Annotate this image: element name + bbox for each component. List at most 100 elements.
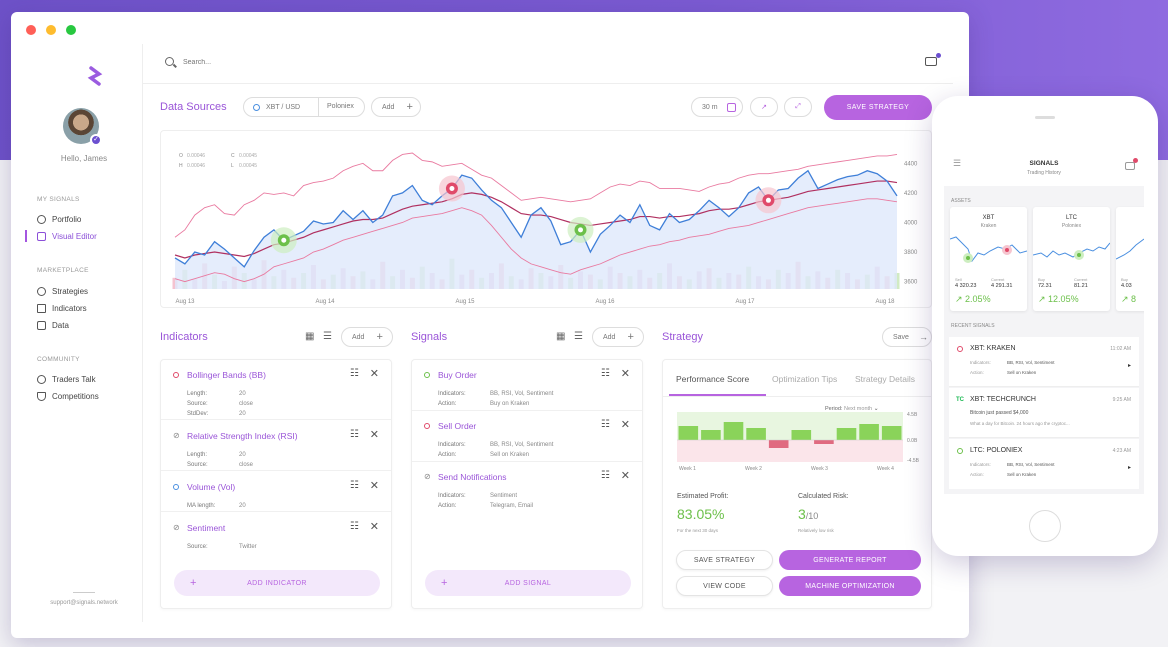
indicator-item[interactable]: ⊘ Relative Strength Index (RSI) ☷ ✕ Lengt… <box>161 421 391 471</box>
add-indicator-button[interactable]: + ADD INDICATOR <box>174 570 380 596</box>
strategy-save-button[interactable]: Save → <box>882 327 932 347</box>
settings-sliders-icon[interactable]: ☷ <box>350 368 359 379</box>
play-arrow-icon[interactable]: ▸ <box>1127 363 1131 369</box>
recent-signal-item[interactable]: XBT: KRAKEN 11:02 AM Indicators: BB, RSI… <box>949 337 1139 387</box>
tab-strategy-details[interactable]: Strategy Details <box>855 374 915 384</box>
add-signal-button[interactable]: + ADD SIGNAL <box>425 570 631 596</box>
machine-optimization-button[interactable]: MACHINE OPTIMIZATION <box>779 576 921 596</box>
field-row: Indicators: BB, RSI, Vol, Sentiment <box>438 391 554 397</box>
add-indicator-pill[interactable]: Add + <box>341 327 393 347</box>
settings-sliders-icon[interactable]: ☷ <box>350 429 359 440</box>
signal-item[interactable]: ⊘ Send Notifications ☷ ✕ Indicators: Senti… <box>412 462 642 513</box>
recent-signal-item[interactable]: TC XBT: TECHCRUNCH 9:25 AM Bitcoin just … <box>949 388 1139 438</box>
maximize-window-icon[interactable] <box>66 25 76 35</box>
close-icon[interactable]: ✕ <box>369 521 379 533</box>
sidebar-item-traders-talk[interactable]: Traders Talk <box>37 375 96 384</box>
profit-note: For the next 30 days <box>677 528 719 533</box>
grid-view-icon[interactable]: ▦ <box>305 331 315 342</box>
messages-icon[interactable] <box>925 53 941 66</box>
search-icon[interactable] <box>165 57 174 66</box>
indicators-title: Indicators <box>160 331 208 343</box>
sidebar-item-portfolio[interactable]: Portfolio <box>37 215 81 224</box>
close-window-icon[interactable] <box>26 25 36 35</box>
indicator-item[interactable]: Bollinger Bands (BB) ☷ ✕ Length: 20 Source… <box>161 360 391 420</box>
ohlc-value: 0.00045 <box>239 163 257 169</box>
close-icon[interactable]: ✕ <box>620 368 630 380</box>
save-strategy-button[interactable]: SAVE STRATEGY <box>824 95 932 120</box>
sidebar-item-visual-editor[interactable]: Visual Editor <box>37 232 97 241</box>
close-icon[interactable]: ✕ <box>369 480 379 492</box>
menu-icon[interactable]: ☰ <box>953 158 962 168</box>
x-tick-label: Aug 14 <box>315 299 335 305</box>
divider <box>663 396 931 397</box>
field-row: Length: 20 <box>187 452 246 458</box>
settings-sliders-icon[interactable]: ☷ <box>601 368 610 379</box>
add-signal-pill[interactable]: Add + <box>592 327 644 347</box>
signals-title: Signals <box>411 331 448 343</box>
sidebar-item-data[interactable]: Data <box>37 321 69 330</box>
indicators-card: Bollinger Bands (BB) ☷ ✕ Length: 20 Source… <box>160 359 392 609</box>
play-arrow-icon[interactable]: ▸ <box>1127 465 1131 471</box>
performance-bar <box>881 426 902 440</box>
generate-report-button[interactable]: GENERATE REPORT <box>779 550 921 570</box>
add-source-button[interactable]: Add + <box>371 97 421 117</box>
risk-number: 3 <box>798 506 806 522</box>
search-input[interactable] <box>183 54 383 70</box>
period-selector[interactable]: Period: Next month ⌄ <box>825 405 879 412</box>
minimize-window-icon[interactable] <box>46 25 56 35</box>
chart-type-button[interactable]: ↗ <box>750 97 778 117</box>
indicator-item[interactable]: ⊘ Sentiment ☷ ✕ Source: Twitter <box>161 513 391 553</box>
close-icon[interactable]: ✕ <box>369 368 379 380</box>
pair-selector[interactable]: XBT / USD Poloniex <box>243 97 365 117</box>
settings-sliders-icon[interactable]: ☷ <box>601 470 610 481</box>
list-view-icon[interactable]: ☰ <box>574 331 583 342</box>
asset-card-xbt[interactable]: XBT Kraken Sell 4 320.23 Current 4 291.3… <box>950 207 1027 311</box>
fullscreen-button[interactable]: ⤢ <box>784 97 812 117</box>
recent-signal-item[interactable]: LTC: POLONIEX 4:23 AM Indicators: BB, RS… <box>949 439 1139 489</box>
ohlc-key: L <box>231 163 234 169</box>
tab-performance-score[interactable]: Performance Score <box>676 374 750 384</box>
signals-logo-icon[interactable] <box>87 66 103 88</box>
signal-item[interactable]: Sell Order ☷ ✕ Indicators: BB, RSI, Vol, S… <box>412 411 642 462</box>
mobile-header: ☰ SIGNALS Trading History <box>944 140 1144 186</box>
avatar[interactable]: ✓ <box>63 108 102 146</box>
performance-bar <box>791 430 812 440</box>
tools-icon <box>37 304 46 313</box>
ohlc-value: 0.00046 <box>187 153 205 159</box>
status-icon <box>424 423 430 429</box>
sidebar-item-competitions[interactable]: Competitions <box>37 392 99 401</box>
list-view-icon[interactable]: ☰ <box>323 331 332 342</box>
perf-axis-label: 4.5B <box>907 412 918 418</box>
indicator-item[interactable]: Volume (Vol) ☷ ✕ MA length: 20 <box>161 472 391 512</box>
settings-sliders-icon[interactable]: ☷ <box>601 419 610 430</box>
sidebar-item-indicators[interactable]: Indicators <box>37 304 87 313</box>
close-icon[interactable]: ✕ <box>620 419 630 431</box>
home-button[interactable] <box>1029 510 1061 542</box>
tab-optimization-tips[interactable]: Optimization Tips <box>772 374 838 384</box>
settings-sliders-icon[interactable]: ☷ <box>350 521 359 532</box>
save-strategy-secondary-button[interactable]: SAVE STRATEGY <box>676 550 773 570</box>
chat-icon[interactable] <box>1125 162 1135 170</box>
techcrunch-icon: TC <box>956 397 964 403</box>
change-value: 2.05% <box>965 294 991 304</box>
indicator-name: Relative Strength Index (RSI) <box>187 431 298 441</box>
performance-bar <box>723 422 744 440</box>
field-value: Sell on Kraken <box>1007 370 1037 375</box>
signal-item[interactable]: Buy Order ☷ ✕ Indicators: BB, RSI, Vol, Se… <box>412 360 642 411</box>
grid-view-icon[interactable]: ▦ <box>556 331 566 342</box>
asset-card-partial[interactable]: Buy 4.03 ↗ 8 <box>1116 207 1144 311</box>
ohlc-key: C <box>231 153 235 159</box>
price-value: 4.03 <box>1121 283 1132 289</box>
support-link[interactable]: support@signals.network <box>50 600 118 606</box>
close-icon[interactable]: ✕ <box>620 470 630 482</box>
asset-card-ltc[interactable]: LTC Poloniex Buy 72.31 Current 81.21 ↗ 1… <box>1033 207 1110 311</box>
field-row: Action: Buy on Kraken <box>438 401 530 407</box>
close-icon[interactable]: ✕ <box>369 429 379 441</box>
sidebar-item-strategies[interactable]: Strategies <box>37 287 88 296</box>
add-label: Add <box>603 333 616 341</box>
status-icon <box>173 484 179 490</box>
view-code-button[interactable]: VIEW CODE <box>676 576 773 596</box>
settings-sliders-icon[interactable]: ☷ <box>350 480 359 491</box>
price-label: Sell <box>955 277 962 282</box>
interval-selector[interactable]: 30 m <box>691 97 743 117</box>
